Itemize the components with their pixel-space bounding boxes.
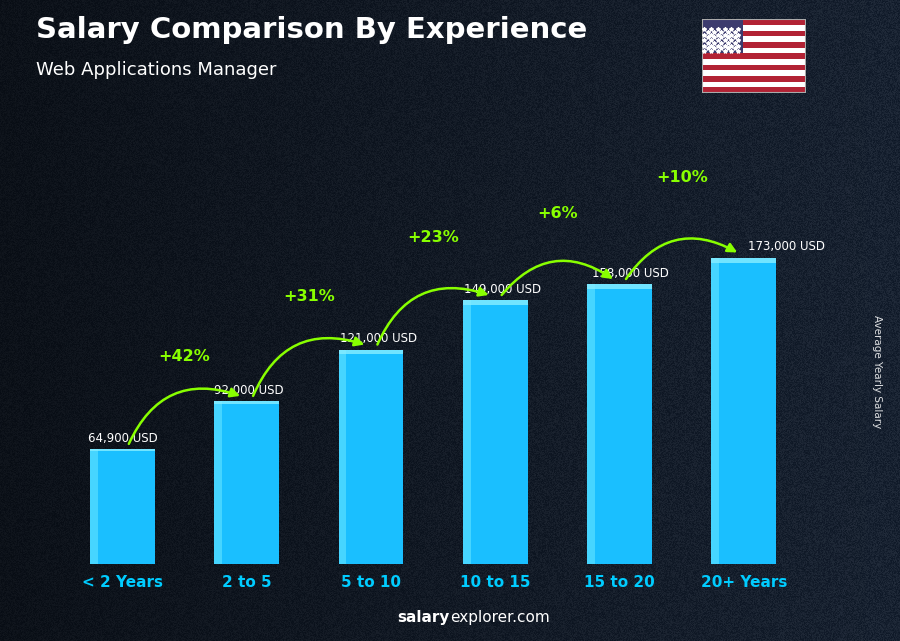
Text: +42%: +42% (158, 349, 211, 364)
Bar (463, 300, 471, 564)
FancyArrowPatch shape (377, 288, 486, 345)
Bar (90, 449, 155, 451)
Bar (712, 258, 776, 263)
Text: 92,000 USD: 92,000 USD (214, 384, 284, 397)
Bar (587, 285, 595, 564)
FancyArrowPatch shape (253, 338, 362, 396)
Bar (214, 401, 279, 404)
Text: 149,000 USD: 149,000 USD (464, 283, 541, 296)
Bar (702, 25, 806, 31)
Text: explorer.com: explorer.com (450, 610, 550, 625)
Bar (214, 401, 222, 564)
Text: 64,900 USD: 64,900 USD (87, 432, 158, 445)
Text: +6%: +6% (537, 206, 578, 221)
FancyArrowPatch shape (626, 238, 735, 279)
Bar (702, 81, 806, 87)
Bar (702, 65, 806, 71)
Bar (702, 71, 806, 76)
Bar (702, 31, 806, 37)
Bar (587, 285, 652, 564)
Bar (463, 300, 527, 564)
Bar (702, 47, 806, 53)
Bar (702, 87, 806, 93)
Bar (702, 53, 806, 59)
Bar (90, 449, 155, 564)
FancyArrowPatch shape (501, 261, 611, 295)
Text: +10%: +10% (656, 171, 707, 185)
Bar (712, 258, 719, 564)
Text: salary: salary (398, 610, 450, 625)
Bar (463, 300, 527, 305)
Text: +31%: +31% (283, 289, 335, 304)
Text: 173,000 USD: 173,000 USD (748, 240, 824, 253)
Bar (90, 449, 98, 564)
Text: 158,000 USD: 158,000 USD (592, 267, 669, 280)
Bar (712, 258, 776, 564)
Bar (702, 76, 806, 81)
Text: Average Yearly Salary: Average Yearly Salary (872, 315, 883, 428)
Bar (702, 42, 806, 47)
Bar (338, 350, 346, 564)
FancyArrowPatch shape (129, 388, 238, 444)
Bar (702, 59, 806, 65)
Bar (587, 285, 652, 289)
Bar (702, 19, 743, 53)
Text: +23%: +23% (407, 230, 459, 246)
Text: 121,000 USD: 121,000 USD (340, 333, 417, 345)
Bar (702, 37, 806, 42)
Bar (338, 350, 403, 564)
Text: Salary Comparison By Experience: Salary Comparison By Experience (36, 16, 587, 44)
Text: Web Applications Manager: Web Applications Manager (36, 61, 276, 79)
Bar (702, 19, 806, 25)
Bar (338, 350, 403, 354)
Bar (214, 401, 279, 564)
